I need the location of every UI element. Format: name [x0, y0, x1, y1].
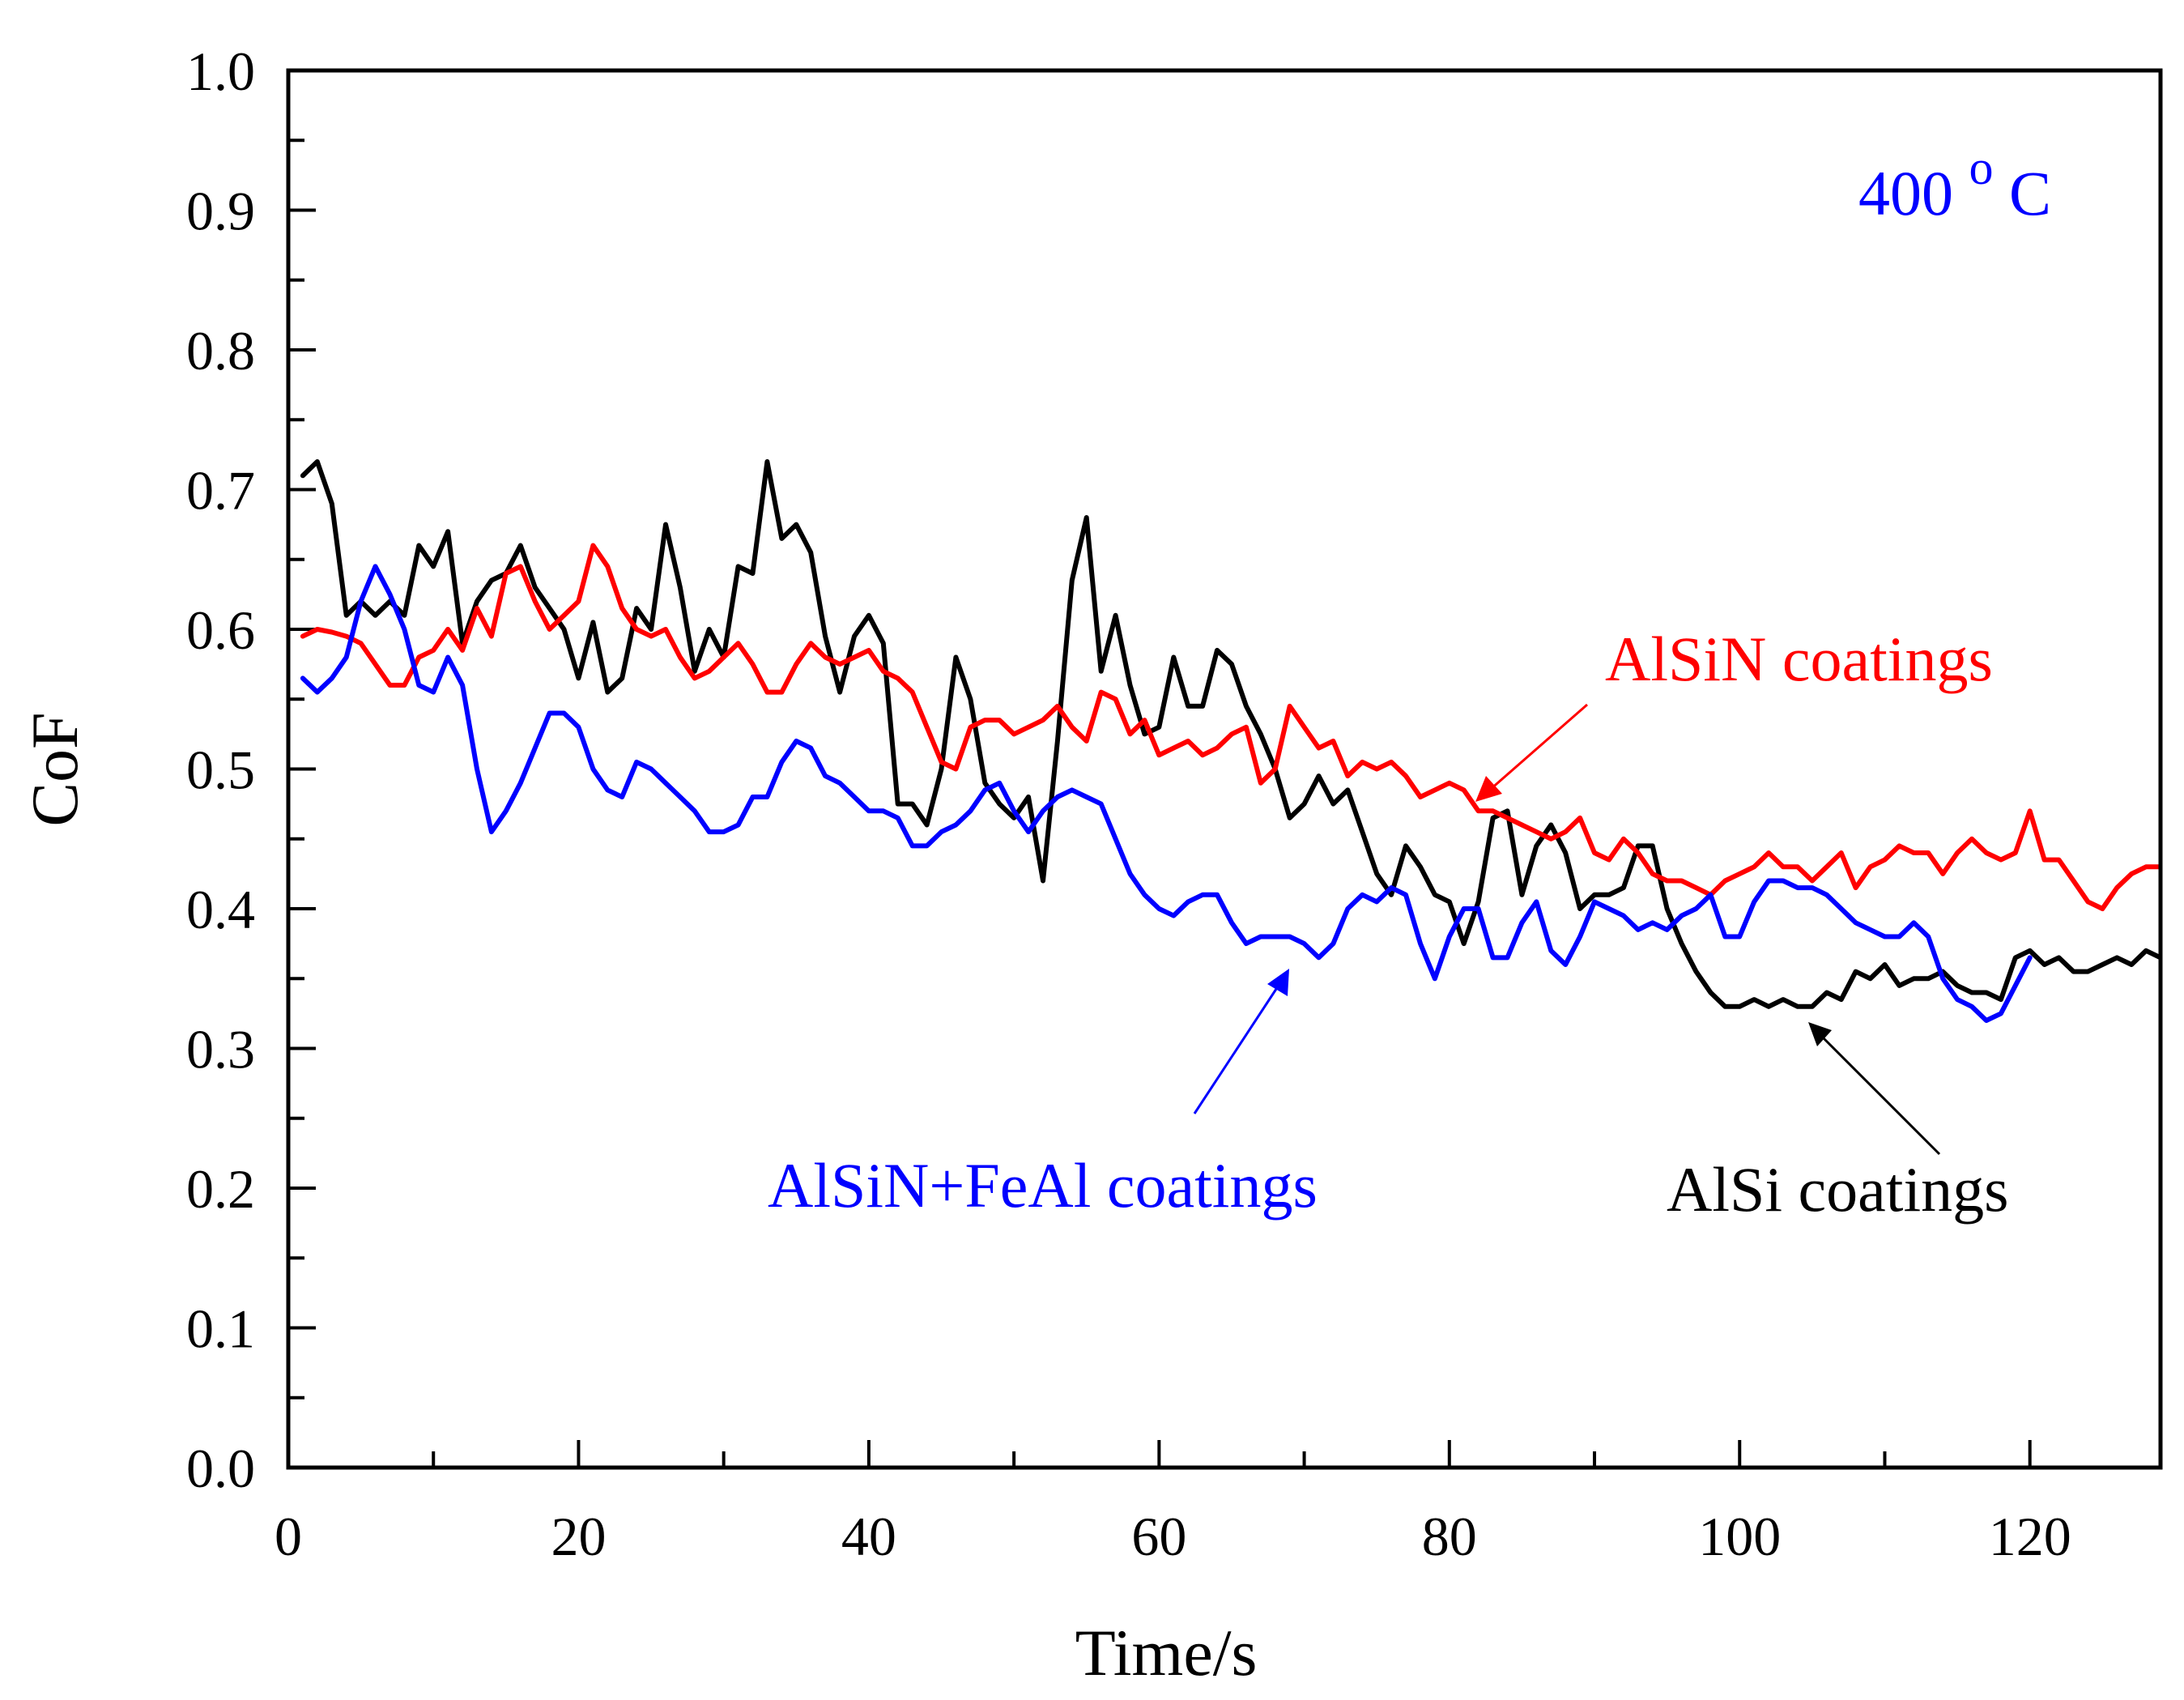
x-tick-label: 40 [841, 1506, 896, 1567]
x-tick-label: 120 [1989, 1506, 2071, 1567]
tick-labels: 0 20 40 60 80 100 120 0.0 0.1 0.2 0.3 0.4 0.5 0.6 0.7 0… [186, 40, 2071, 1567]
temperature-degree: o [1969, 141, 1994, 194]
x-tick-label: 80 [1422, 1506, 1477, 1567]
y-tick-label: 0.5 [186, 739, 255, 801]
temperature-label: 400 o C [1858, 127, 2051, 228]
temperature-value: 400 [1858, 158, 1953, 228]
annotation-alsin: AlSiN coatings [1605, 624, 1993, 694]
x-tick-label: 100 [1698, 1506, 1781, 1567]
y-tick-label: 0.4 [186, 879, 255, 940]
y-tick-label: 0.1 [186, 1298, 255, 1360]
series-line-alsin-coatings [300, 543, 2161, 911]
y-tick-label: 0.2 [186, 1158, 255, 1220]
y-tick-label: 0.0 [186, 1438, 255, 1499]
annotation-alsin-arrowhead [1475, 776, 1502, 802]
annotation-alsi: AlSi coatings [1667, 1154, 2009, 1225]
x-axis-title: Time/s [1075, 1616, 1258, 1689]
annotation-alsi-arrow [1820, 1035, 1941, 1156]
temperature-unit: C [2009, 158, 2051, 228]
y-tick-label: 0.3 [186, 1019, 255, 1080]
x-tick-label: 60 [1131, 1506, 1186, 1567]
annotation-alsin-arrow [1489, 703, 1588, 791]
annotation-alsin-feal: AlSiN+FeAl coatings [768, 1150, 1318, 1221]
plot-frame [286, 68, 2163, 1470]
y-tick-label: 0.7 [186, 460, 255, 522]
annotation-alsi-arrowhead [1808, 1022, 1832, 1046]
annotation-alsin-feal-arrowhead [1267, 969, 1289, 996]
x-tick-label: 20 [551, 1506, 606, 1567]
series-lines [300, 459, 2161, 1023]
y-tick-label: 0.6 [186, 599, 255, 661]
y-axis-title: CoF [18, 712, 92, 826]
annotation-alsin-feal-arrow [1193, 983, 1281, 1114]
y-tick-label: 0.8 [186, 320, 255, 381]
x-tick-label: 0 [275, 1506, 302, 1567]
series-line-alsi-coatings [300, 459, 2161, 1009]
series-line-alsin-feal-coatings [300, 564, 2033, 1023]
y-tick-label: 1.0 [186, 40, 255, 102]
y-tick-label: 0.9 [186, 181, 255, 242]
